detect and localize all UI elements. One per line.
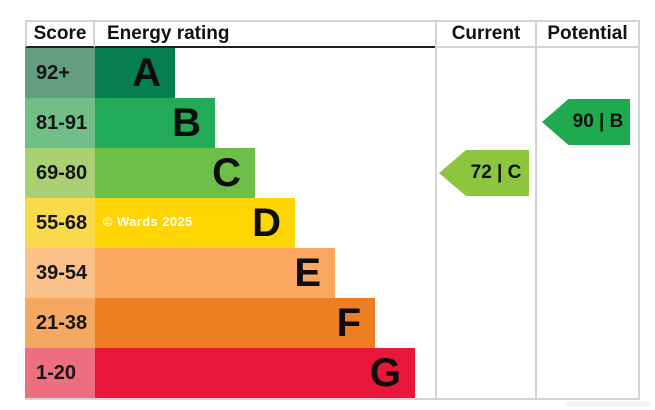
epc-rating-chart: Score Energy rating Current Potential 92… bbox=[25, 20, 640, 400]
score-range-f: 21-38 bbox=[25, 298, 95, 348]
current-rating-arrow: 72 | C bbox=[439, 150, 529, 196]
band-bar-d: D bbox=[95, 198, 295, 248]
header-potential: Potential bbox=[535, 22, 640, 48]
band-row-b: 81-91 B bbox=[25, 98, 435, 148]
band-bar-a: A bbox=[95, 48, 175, 98]
chart-body: 92+ A 81-91 B 69-80 C 55-68 D bbox=[25, 48, 640, 400]
band-bar-e: E bbox=[95, 248, 335, 298]
band-letter-b: B bbox=[172, 101, 201, 145]
header-energy-rating: Energy rating bbox=[95, 22, 435, 48]
score-range-c: 69-80 bbox=[25, 148, 95, 198]
band-letter-d: D bbox=[252, 201, 281, 245]
band-bar-b: B bbox=[95, 98, 215, 148]
potential-rating-arrow: 90 | B bbox=[542, 99, 630, 145]
band-row-e: 39-54 E bbox=[25, 248, 435, 298]
band-bar-c: C bbox=[95, 148, 255, 198]
band-rows: 92+ A 81-91 B 69-80 C 55-68 D bbox=[25, 48, 435, 398]
wards-copyright-watermark: © Wards 2025 bbox=[103, 214, 193, 229]
faint-watermark bbox=[566, 401, 650, 407]
band-letter-c: C bbox=[212, 151, 241, 195]
band-row-c: 69-80 C bbox=[25, 148, 435, 198]
band-letter-f: F bbox=[336, 301, 361, 345]
score-range-a: 92+ bbox=[25, 48, 95, 98]
band-row-d: 55-68 D bbox=[25, 198, 435, 248]
chart-header-row: Score Energy rating Current Potential bbox=[25, 22, 640, 48]
score-range-d: 55-68 bbox=[25, 198, 95, 248]
current-column: 72 | C bbox=[435, 48, 535, 398]
score-range-g: 1-20 bbox=[25, 348, 95, 398]
band-row-a: 92+ A bbox=[25, 48, 435, 98]
band-row-f: 21-38 F bbox=[25, 298, 435, 348]
band-letter-a: A bbox=[132, 51, 161, 95]
score-range-b: 81-91 bbox=[25, 98, 95, 148]
band-letter-e: E bbox=[294, 251, 321, 295]
score-range-e: 39-54 bbox=[25, 248, 95, 298]
band-row-g: 1-20 G bbox=[25, 348, 435, 398]
potential-column: 90 | B bbox=[535, 48, 640, 398]
band-bar-f: F bbox=[95, 298, 375, 348]
header-current: Current bbox=[435, 22, 535, 48]
header-score: Score bbox=[25, 22, 95, 48]
band-letter-g: G bbox=[369, 351, 401, 395]
band-bar-g: G bbox=[95, 348, 415, 398]
